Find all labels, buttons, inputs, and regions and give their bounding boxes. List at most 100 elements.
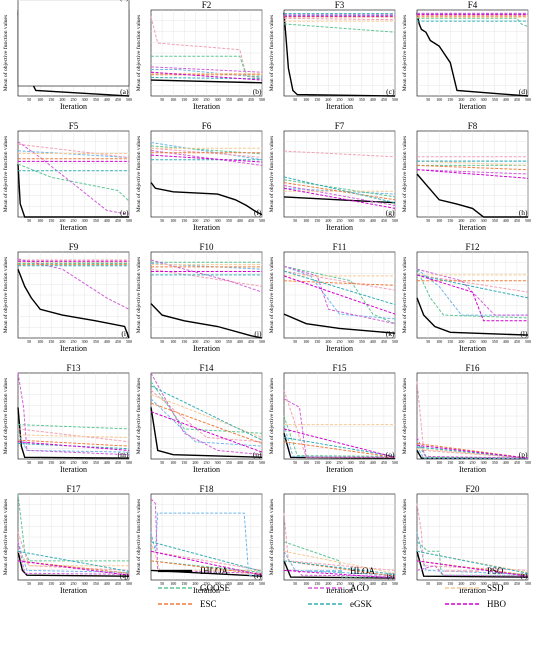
- x-tick-label: 150: [181, 339, 187, 344]
- x-axis-label: Iteration: [193, 102, 220, 111]
- x-tick-label: 450: [115, 339, 121, 344]
- x-tick-label: 250: [204, 218, 210, 223]
- chart-panel-f3: F3 50 100 150 200 250 300 350 400 450 500 Iteration…: [268, 0, 398, 111]
- series-line-esc: [416, 164, 529, 171]
- panel-letter: (r): [254, 571, 262, 580]
- x-tick-label: 150: [447, 460, 453, 465]
- x-tick-label: 100: [37, 97, 43, 102]
- series-line-ihloa: [416, 450, 529, 460]
- x-tick-label: 250: [204, 460, 210, 465]
- legend-item-ihloa: IHLOA: [158, 566, 228, 576]
- x-axis-label: Iteration: [193, 344, 220, 353]
- x-tick-label: 200: [59, 581, 65, 586]
- series-line-ihloa: [17, 407, 130, 459]
- series-line-egsk: [416, 550, 529, 574]
- x-tick-label: 250: [204, 339, 210, 344]
- x-tick-label: 400: [503, 218, 509, 223]
- x-tick-label: 500: [392, 339, 398, 344]
- series-line-hbo: [416, 444, 529, 459]
- y-axis-label: Mean of objective function values: [2, 15, 9, 91]
- series-line-ssd: [150, 394, 263, 438]
- series-line-ihloa: [283, 433, 396, 459]
- series-line-hbo: [416, 169, 529, 179]
- y-axis-label: Mean of objective function values: [401, 378, 408, 454]
- x-tick-label: 500: [525, 339, 531, 344]
- x-tick-label: 350: [93, 581, 99, 586]
- series-line-ihloa: [150, 303, 263, 339]
- series-line-pso: [416, 274, 529, 293]
- panel-letter: (n): [253, 450, 262, 459]
- x-axis-label: Iteration: [193, 465, 220, 474]
- x-tick-label: 350: [492, 218, 498, 223]
- series-line-hbo: [283, 275, 396, 315]
- y-axis-label: Mean of objective function values: [135, 499, 142, 575]
- chart-title: F13: [66, 363, 81, 373]
- x-tick-label: 150: [447, 218, 453, 223]
- chart-title: F17: [66, 484, 81, 494]
- chart-panel-f2: F2 50 100 150 200 250 300 350 400 450 500 Iteration…: [135, 0, 265, 111]
- x-tick-label: 50: [27, 581, 31, 586]
- x-tick-label: 300: [82, 0, 88, 1]
- x-tick-label: 350: [359, 581, 365, 586]
- legend-item-egsk: eGSK: [308, 599, 372, 609]
- chart-title: F9: [69, 242, 79, 252]
- legend-label: SSD: [487, 583, 504, 593]
- x-tick-label: 200: [458, 218, 464, 223]
- x-tick-label: 50: [160, 460, 164, 465]
- x-tick-label: 150: [181, 460, 187, 465]
- y-axis-label: Mean of objective function values: [0, 0, 38, 2]
- series-line-aco: [17, 141, 130, 215]
- x-tick-label: 400: [503, 460, 509, 465]
- series-line-egsk: [416, 274, 529, 299]
- chart-title: F20: [465, 484, 480, 494]
- x-tick-label: 500: [259, 218, 265, 223]
- x-tick-label: 450: [381, 460, 387, 465]
- series-line-hbo: [150, 71, 263, 81]
- series-line-hbo: [17, 441, 130, 451]
- series-line-pso: [283, 513, 396, 571]
- x-tick-label: 300: [82, 339, 88, 344]
- x-tick-label: 50: [27, 0, 31, 1]
- chart-title: F5: [69, 121, 79, 131]
- x-tick-label: 100: [303, 581, 309, 586]
- x-tick-label: 500: [259, 339, 265, 344]
- chart-title: F12: [465, 242, 479, 252]
- x-tick-label: 100: [37, 581, 43, 586]
- series-line-hbo: [150, 550, 263, 576]
- series-line-ihloa: [416, 12, 529, 97]
- series-line-goose: [283, 23, 396, 33]
- series-line-hbo: [150, 154, 263, 163]
- panel-letter: (k): [386, 329, 395, 338]
- x-tick-label: 450: [514, 97, 520, 102]
- x-tick-label: 200: [192, 581, 198, 586]
- x-tick-label: 50: [27, 339, 31, 344]
- y-axis-label: Mean of objective function values: [268, 378, 275, 454]
- x-tick-label: 500: [126, 97, 132, 102]
- x-tick-label: 200: [458, 97, 464, 102]
- x-tick-label: 200: [59, 460, 65, 465]
- series-line-hloa: [283, 551, 396, 576]
- x-tick-label: 350: [226, 218, 232, 223]
- x-tick-label: 450: [115, 0, 121, 1]
- y-axis-label: Mean of objective function values: [2, 136, 9, 212]
- y-axis-label: Mean of objective function values: [135, 378, 142, 454]
- x-tick-label: 250: [204, 581, 210, 586]
- series-line-pso: [283, 390, 395, 458]
- x-tick-label: 150: [314, 97, 320, 102]
- series-line-aco: [150, 66, 263, 73]
- x-tick-label: 400: [370, 97, 376, 102]
- series-line-egsk: [283, 437, 396, 457]
- series-line-goose: [151, 55, 262, 77]
- legend-item-pso: PSO: [445, 566, 504, 576]
- x-tick-label: 100: [37, 339, 43, 344]
- x-tick-label: 200: [59, 97, 65, 102]
- x-tick-label: 500: [392, 97, 398, 102]
- x-tick-label: 400: [104, 460, 110, 465]
- x-tick-label: 50: [293, 97, 297, 102]
- x-tick-label: 400: [104, 218, 110, 223]
- x-tick-label: 350: [492, 581, 498, 586]
- x-tick-label: 100: [170, 339, 176, 344]
- panel-letter: (q): [120, 571, 129, 580]
- x-tick-label: 200: [325, 460, 331, 465]
- x-tick-label: 400: [237, 97, 243, 102]
